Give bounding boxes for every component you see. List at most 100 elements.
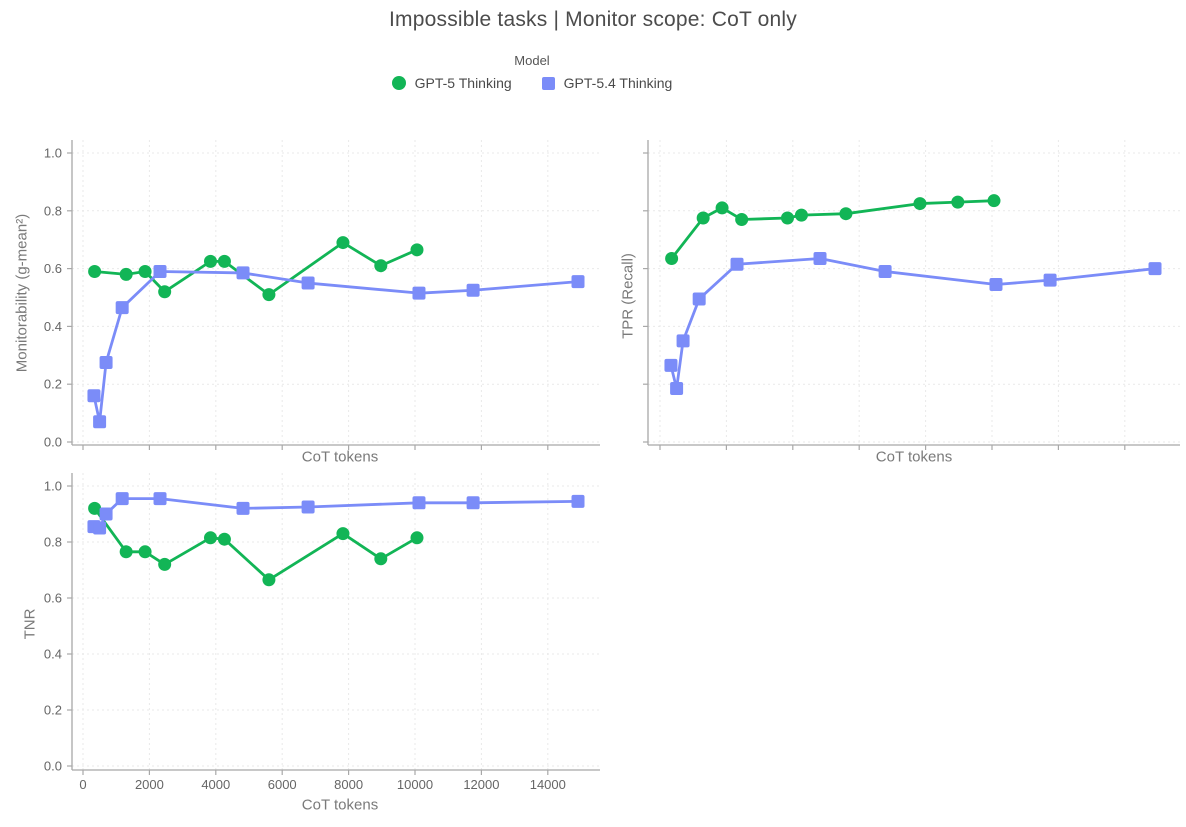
y-tick-label: 1.0: [44, 479, 62, 494]
y-tick-label: 0.6: [44, 261, 62, 276]
data-point[interactable]: [571, 494, 585, 508]
x-tick-label: 6000: [268, 777, 297, 792]
data-point[interactable]: [99, 356, 113, 370]
data-point[interactable]: [119, 267, 133, 281]
data-point[interactable]: [87, 389, 101, 403]
y-tick-label: 0.6: [44, 591, 62, 606]
x-tick-label: 14000: [530, 777, 566, 792]
data-point[interactable]: [410, 243, 424, 257]
series-line: [93, 241, 419, 297]
data-point[interactable]: [158, 557, 172, 571]
x-tick-label: 10000: [397, 777, 433, 792]
data-point[interactable]: [913, 197, 927, 211]
square-marker-icon: [541, 76, 555, 90]
data-point[interactable]: [262, 288, 276, 302]
legend: Model GPT-5 Thinking GPT-5.4 Thinking: [0, 53, 1064, 91]
data-point[interactable]: [99, 507, 113, 521]
y-tick-label: 0.0: [44, 759, 62, 774]
series-line: [92, 497, 580, 530]
y-tick-label: 0.0: [44, 435, 62, 450]
data-point[interactable]: [696, 211, 710, 225]
data-point[interactable]: [1148, 262, 1162, 276]
data-point[interactable]: [262, 573, 276, 587]
data-point[interactable]: [336, 236, 350, 250]
data-point[interactable]: [217, 532, 231, 546]
data-point[interactable]: [301, 276, 315, 290]
data-point[interactable]: [665, 251, 679, 265]
data-point[interactable]: [730, 257, 744, 271]
legend-item-gpt5[interactable]: GPT-5 Thinking: [391, 75, 512, 91]
data-point[interactable]: [715, 201, 729, 215]
data-point[interactable]: [951, 195, 965, 209]
data-point[interactable]: [236, 501, 250, 515]
y-tick-label: 0.4: [44, 319, 62, 334]
data-point[interactable]: [412, 496, 426, 510]
data-point[interactable]: [813, 251, 827, 265]
data-point[interactable]: [115, 492, 129, 506]
data-point[interactable]: [410, 531, 424, 545]
circle-marker-icon: [391, 76, 406, 90]
x-axis-label-top-left: CoT tokens: [301, 448, 379, 466]
data-point[interactable]: [692, 292, 706, 306]
x-tick-label: 4000: [201, 777, 230, 792]
y-tick-label: 0.8: [44, 535, 62, 550]
data-point[interactable]: [839, 207, 853, 221]
x-axis-label-top-right: CoT tokens: [875, 448, 953, 466]
data-point[interactable]: [780, 211, 794, 225]
y-tick-label: 0.2: [44, 703, 62, 718]
data-point[interactable]: [374, 552, 388, 566]
legend-item-label: GPT-5 Thinking: [414, 75, 512, 91]
data-point[interactable]: [88, 501, 102, 515]
data-point[interactable]: [138, 545, 152, 559]
data-point[interactable]: [466, 283, 480, 297]
legend-items: GPT-5 Thinking GPT-5.4 Thinking: [391, 75, 673, 91]
data-point[interactable]: [571, 275, 585, 289]
figure-title: Impossible tasks | Monitor scope: CoT on…: [389, 8, 797, 31]
data-point[interactable]: [203, 531, 217, 545]
legend-item-gpt54[interactable]: GPT-5.4 Thinking: [541, 75, 673, 91]
data-point[interactable]: [153, 492, 167, 506]
legend-title: Model: [514, 53, 550, 68]
data-point[interactable]: [93, 521, 107, 535]
data-point[interactable]: [93, 415, 107, 429]
series-line: [670, 199, 996, 260]
x-tick-label: 8000: [334, 777, 363, 792]
data-point[interactable]: [301, 500, 315, 514]
data-point[interactable]: [153, 264, 167, 278]
data-point[interactable]: [878, 264, 892, 278]
data-point[interactable]: [203, 254, 217, 268]
data-point[interactable]: [412, 286, 426, 300]
data-point[interactable]: [88, 264, 102, 278]
data-point[interactable]: [466, 496, 480, 510]
data-point[interactable]: [336, 527, 350, 541]
y-tick-label: 0.2: [44, 377, 62, 392]
series-line: [669, 257, 1157, 390]
series-line: [92, 270, 580, 424]
x-tick-label: 12000: [463, 777, 499, 792]
data-point[interactable]: [119, 545, 133, 559]
series-line: [93, 506, 419, 582]
data-point[interactable]: [236, 266, 250, 280]
data-point[interactable]: [987, 194, 1001, 208]
data-point[interactable]: [374, 259, 388, 273]
data-point[interactable]: [1043, 273, 1057, 287]
y-axis-label-tnr: TNR: [21, 608, 39, 640]
y-tick-label: 0.4: [44, 647, 62, 662]
data-point[interactable]: [664, 358, 678, 372]
data-point[interactable]: [676, 334, 690, 348]
y-axis-label-tpr: TPR (Recall): [619, 253, 637, 339]
data-point[interactable]: [217, 254, 231, 268]
x-axis-label-bottom-left: CoT tokens: [301, 796, 379, 814]
data-point[interactable]: [735, 212, 749, 226]
data-point[interactable]: [794, 208, 808, 222]
data-point[interactable]: [138, 264, 152, 278]
data-point[interactable]: [158, 285, 172, 299]
data-point[interactable]: [989, 277, 1003, 291]
y-tick-label: 0.8: [44, 203, 62, 218]
data-point[interactable]: [670, 382, 684, 396]
legend-item-label: GPT-5.4 Thinking: [563, 75, 673, 91]
data-point[interactable]: [115, 301, 129, 315]
x-tick-label: 0: [79, 777, 86, 792]
